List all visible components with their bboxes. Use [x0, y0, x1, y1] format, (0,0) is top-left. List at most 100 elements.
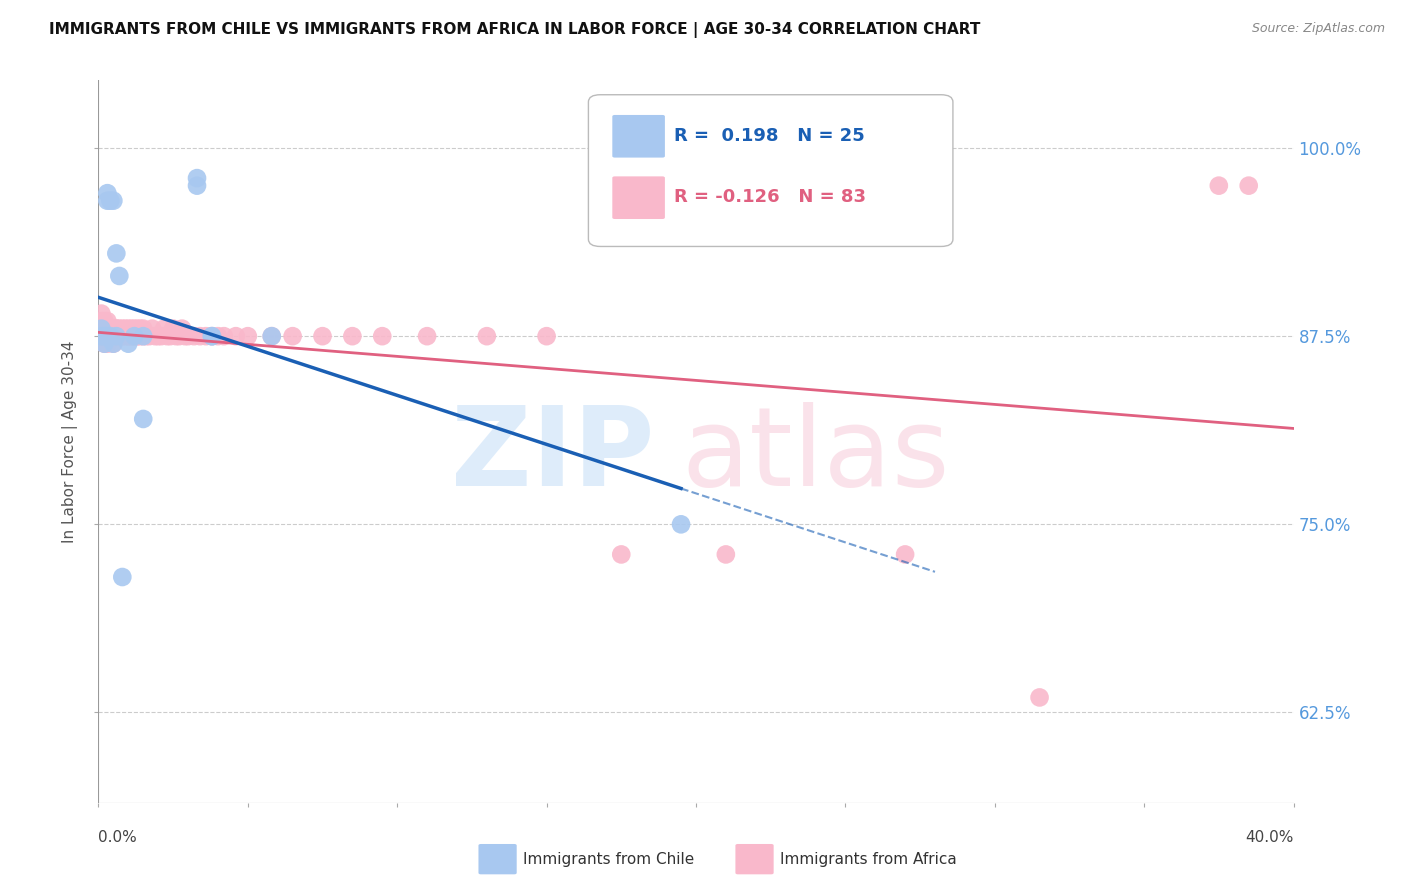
Point — [98, 194, 122, 208]
Point — [108, 321, 131, 335]
Point — [416, 329, 439, 343]
Point — [201, 329, 224, 343]
Y-axis label: In Labor Force | Age 30-34: In Labor Force | Age 30-34 — [62, 340, 79, 543]
Point — [108, 329, 131, 343]
Point — [167, 329, 190, 343]
Point — [127, 329, 149, 343]
Point — [96, 329, 118, 343]
Text: ZIP: ZIP — [451, 402, 654, 509]
Point — [90, 321, 112, 335]
Point — [114, 321, 136, 335]
Point — [159, 329, 181, 343]
Point — [120, 329, 142, 343]
Point — [129, 329, 152, 343]
Point — [96, 329, 118, 343]
Point — [90, 314, 112, 328]
Point — [165, 329, 187, 343]
Point — [117, 329, 139, 343]
Point — [105, 329, 128, 343]
Text: R =  0.198   N = 25: R = 0.198 N = 25 — [675, 127, 865, 145]
Point — [183, 329, 205, 343]
Point — [311, 329, 333, 343]
Point — [177, 329, 200, 343]
Point — [117, 336, 139, 351]
Point — [342, 329, 364, 343]
Point — [669, 517, 692, 532]
Point — [201, 329, 224, 343]
Point — [120, 329, 142, 343]
Point — [148, 329, 170, 343]
Point — [162, 321, 184, 335]
FancyBboxPatch shape — [613, 177, 665, 219]
Point — [260, 329, 283, 343]
FancyBboxPatch shape — [613, 115, 665, 158]
Point — [207, 329, 229, 343]
Point — [96, 321, 118, 335]
Point — [90, 329, 112, 343]
Point — [98, 329, 122, 343]
Point — [117, 321, 139, 335]
Point — [172, 321, 194, 335]
Text: R = -0.126   N = 83: R = -0.126 N = 83 — [675, 188, 866, 206]
FancyBboxPatch shape — [478, 844, 517, 874]
Point — [105, 329, 128, 343]
Point — [111, 321, 134, 335]
Point — [96, 194, 118, 208]
Point — [96, 329, 118, 343]
Point — [105, 321, 128, 335]
Point — [186, 178, 208, 193]
Point — [96, 336, 118, 351]
Point — [174, 329, 197, 343]
Point — [1028, 690, 1050, 705]
Point — [103, 321, 125, 335]
Point — [714, 548, 737, 562]
Point — [150, 329, 173, 343]
Point — [212, 329, 235, 343]
Point — [98, 329, 122, 343]
Point — [93, 336, 115, 351]
Point — [103, 336, 125, 351]
Point — [93, 329, 115, 343]
Point — [188, 329, 211, 343]
Point — [186, 171, 208, 186]
Point — [894, 548, 917, 562]
Point — [124, 329, 146, 343]
Point — [103, 329, 125, 343]
Point — [114, 329, 136, 343]
Point — [93, 329, 115, 343]
Point — [132, 321, 155, 335]
Point — [610, 548, 633, 562]
Point — [132, 329, 155, 343]
Point — [141, 321, 163, 335]
Point — [236, 329, 259, 343]
Point — [93, 336, 115, 351]
Point — [105, 246, 128, 260]
Point — [96, 186, 118, 201]
Point — [138, 329, 160, 343]
Point — [281, 329, 304, 343]
Text: Source: ZipAtlas.com: Source: ZipAtlas.com — [1251, 22, 1385, 36]
FancyBboxPatch shape — [735, 844, 773, 874]
Point — [371, 329, 394, 343]
Text: 40.0%: 40.0% — [1246, 830, 1294, 845]
Point — [132, 412, 155, 426]
Point — [105, 321, 128, 335]
Point — [260, 329, 283, 343]
Text: atlas: atlas — [682, 402, 949, 509]
Point — [129, 321, 152, 335]
Point — [124, 329, 146, 343]
Point — [475, 329, 498, 343]
Point — [127, 329, 149, 343]
Point — [127, 321, 149, 335]
Point — [156, 329, 179, 343]
Point — [132, 329, 155, 343]
Point — [135, 329, 157, 343]
Text: Immigrants from Africa: Immigrants from Africa — [779, 852, 956, 867]
Point — [195, 329, 218, 343]
Point — [201, 329, 224, 343]
Point — [108, 329, 131, 343]
Point — [105, 329, 128, 343]
Text: IMMIGRANTS FROM CHILE VS IMMIGRANTS FROM AFRICA IN LABOR FORCE | AGE 30-34 CORRE: IMMIGRANTS FROM CHILE VS IMMIGRANTS FROM… — [49, 22, 980, 38]
Point — [143, 329, 166, 343]
Point — [96, 314, 118, 328]
